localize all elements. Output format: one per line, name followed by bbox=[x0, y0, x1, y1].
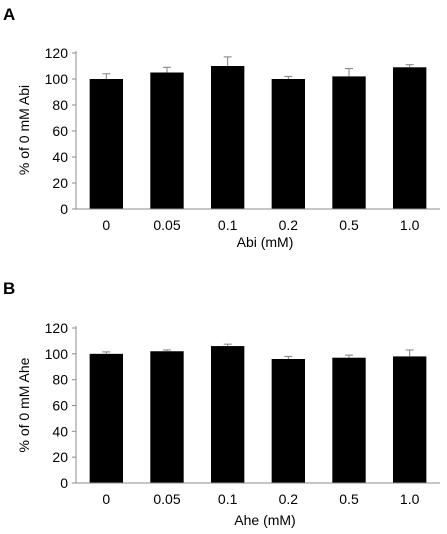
bars-a bbox=[89, 66, 427, 210]
bar bbox=[332, 357, 366, 483]
x-tick-label: 1.0 bbox=[400, 217, 420, 233]
bar bbox=[392, 67, 427, 209]
x-ticks-b: 0 0.05 0.1 0.2 0.5 1.0 bbox=[102, 491, 419, 507]
y-tick-label: 60 bbox=[52, 123, 68, 139]
x-axis-label-a: Abi (mM) bbox=[237, 234, 294, 250]
y-tick-label: 0 bbox=[60, 201, 68, 217]
bar bbox=[150, 72, 184, 209]
bar bbox=[89, 79, 124, 209]
x-tick-label: 0.1 bbox=[218, 217, 238, 233]
y-axis-label-b: % of 0 mM Ahe bbox=[16, 357, 32, 452]
bar bbox=[210, 66, 245, 209]
y-tick-label: 20 bbox=[52, 449, 68, 465]
bars-b bbox=[89, 346, 427, 483]
x-ticks-a: 0 0.05 0.1 0.2 0.5 1.0 bbox=[102, 217, 419, 233]
x-tick-label: 0.2 bbox=[279, 217, 299, 233]
bar bbox=[89, 353, 124, 483]
y-tick-label: 40 bbox=[52, 423, 68, 439]
bar bbox=[271, 359, 306, 483]
y-ticks-a: 0 20 40 60 80 100 120 bbox=[45, 45, 76, 217]
bar bbox=[271, 79, 306, 209]
error-bars-b bbox=[102, 343, 414, 359]
x-tick-label: 0.05 bbox=[153, 217, 180, 233]
y-tick-label: 100 bbox=[45, 346, 69, 362]
x-axis-label-b: Ahe (mM) bbox=[234, 512, 295, 528]
y-tick-label: 0 bbox=[60, 475, 68, 491]
y-tick-label: 20 bbox=[52, 175, 68, 191]
y-tick-label: 120 bbox=[45, 320, 69, 336]
bar bbox=[210, 346, 245, 483]
x-tick-label: 0.5 bbox=[339, 217, 359, 233]
y-tick-label: 120 bbox=[45, 45, 69, 61]
bar bbox=[392, 356, 427, 483]
axes-b bbox=[75, 326, 440, 484]
y-axis-label-a: % of 0 mM Abi bbox=[16, 85, 32, 175]
panel-a: A 0 20 40 60 80 100 120 0 0.05 0.1 0.2 0.5 1.0 Abi … bbox=[3, 5, 440, 250]
error-bars-a bbox=[102, 56, 414, 79]
panel-label-b: B bbox=[3, 279, 15, 298]
y-tick-label: 40 bbox=[52, 149, 68, 165]
axes-a bbox=[75, 51, 440, 210]
x-tick-label: 0 bbox=[102, 217, 110, 233]
y-tick-label: 80 bbox=[52, 372, 68, 388]
bar bbox=[332, 76, 366, 210]
y-ticks-b: 0 20 40 60 80 100 120 bbox=[45, 320, 76, 491]
panel-b: B 0 20 40 60 80 100 120 0 0.05 0.1 0.2 0.5 1.0 Ahe … bbox=[3, 279, 440, 528]
x-tick-label: 0.2 bbox=[279, 491, 299, 507]
x-tick-label: 0.1 bbox=[218, 491, 238, 507]
x-tick-label: 1.0 bbox=[400, 491, 420, 507]
x-tick-label: 0 bbox=[102, 491, 110, 507]
bar bbox=[150, 351, 184, 483]
y-tick-label: 80 bbox=[52, 97, 68, 113]
x-tick-label: 0.05 bbox=[153, 491, 180, 507]
y-tick-label: 60 bbox=[52, 398, 68, 414]
x-tick-label: 0.5 bbox=[339, 491, 359, 507]
y-tick-label: 100 bbox=[45, 71, 69, 87]
panel-label-a: A bbox=[3, 5, 15, 24]
